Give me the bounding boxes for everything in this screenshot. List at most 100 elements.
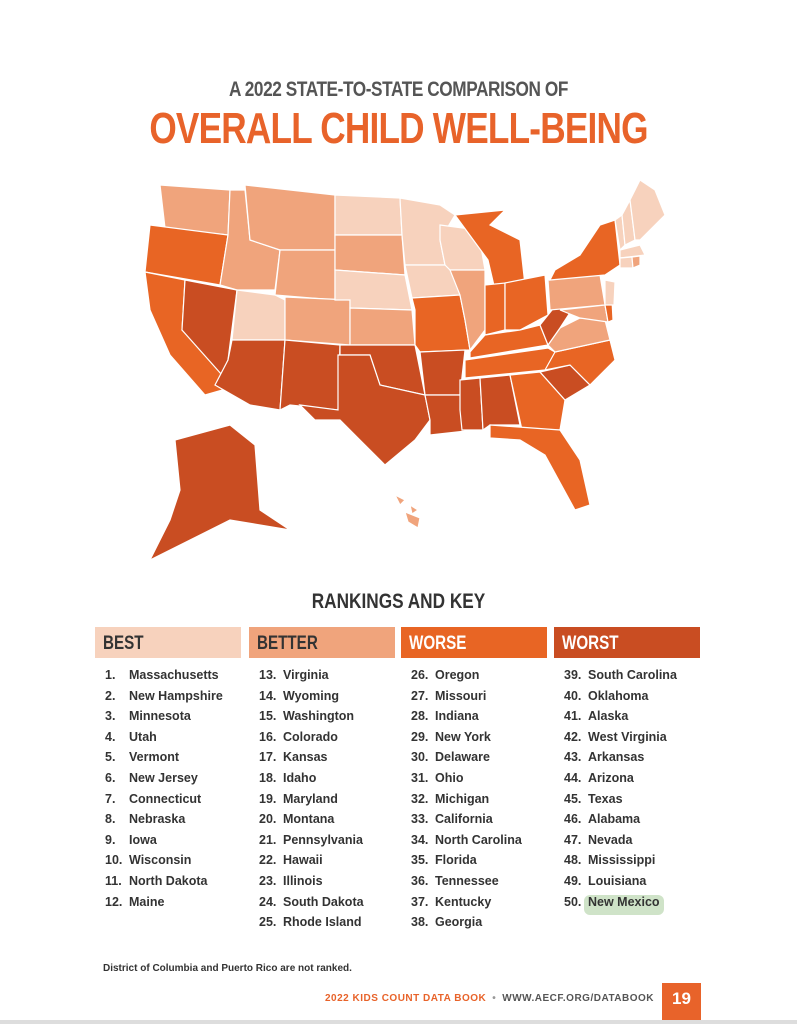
rank-item: 43. Arkansas [554, 750, 700, 771]
rank-state: Illinois [283, 873, 323, 888]
rank-number: 16. [259, 729, 277, 744]
state-maine [629, 179, 666, 241]
rank-state: Nebraska [129, 812, 186, 827]
rank-number: 50. [564, 894, 582, 909]
rank-state: Missouri [435, 688, 487, 703]
rank-item: 20. Montana [249, 812, 395, 833]
rank-state: Arizona [588, 770, 634, 785]
rank-state: Hawaii [283, 853, 323, 868]
rank-state: Kansas [283, 750, 328, 765]
rank-number: 5. [105, 750, 116, 765]
rank-item: 34. North Carolina [401, 833, 547, 854]
rank-number: 22. [259, 853, 277, 868]
footer: 2022 KIDS COUNT DATA BOOK • WWW.AECF.ORG/D… [325, 993, 655, 1004]
rank-state: North Dakota [129, 873, 208, 888]
state-indiana [484, 282, 506, 336]
rank-number: 40. [564, 688, 582, 703]
rank-item: 10. Wisconsin [95, 853, 241, 874]
rank-number: 23. [259, 873, 277, 888]
rank-number: 29. [411, 729, 429, 744]
rank-number: 36. [411, 873, 429, 888]
state-ohio [504, 274, 549, 331]
rank-item: 22. Hawaii [249, 853, 395, 874]
rankings-title: RANKINGS AND KEY [311, 590, 486, 613]
key-label: BEST [103, 633, 144, 654]
state-montana [244, 184, 336, 251]
page-title: OVERALL CHILD WELL-BEING [149, 104, 648, 153]
rank-number: 26. [411, 668, 429, 682]
rank-number: 48. [564, 853, 582, 868]
state-illinois [449, 269, 486, 352]
rank-state: Oregon [435, 668, 480, 682]
rank-number: 45. [564, 791, 582, 806]
state-north-dakota [334, 194, 403, 236]
rank-number: 33. [411, 812, 429, 827]
rank-item: 35. Florida [401, 853, 547, 874]
rank-number: 37. [411, 894, 429, 909]
rank-state: Delaware [435, 750, 490, 765]
state-hawaii [404, 510, 421, 529]
rank-state: Rhode Island [283, 915, 362, 930]
rank-item: 3. Minnesota [95, 709, 241, 730]
rank-state: Kentucky [435, 894, 492, 909]
state-pennsylvania [547, 274, 606, 311]
rank-number: 46. [564, 812, 582, 827]
rank-item: 12. Maine [95, 895, 241, 916]
rank-state: Oklahoma [588, 688, 649, 703]
rank-number: 4. [105, 729, 116, 744]
rank-item: 16. Colorado [249, 730, 395, 751]
rank-state: North Carolina [435, 832, 522, 847]
rank-item: 4. Utah [95, 730, 241, 751]
rank-state: Maryland [283, 791, 338, 806]
rank-number: 32. [411, 791, 429, 806]
rank-item: 33. California [401, 812, 547, 833]
rank-item: 49. Louisiana [554, 874, 700, 895]
us-map [144, 179, 666, 562]
rank-item: 40. Oklahoma [554, 689, 700, 710]
state-alabama [479, 374, 521, 432]
rank-item: 25. Rhode Island [249, 915, 395, 936]
rank-state: Alaska [588, 709, 629, 724]
rank-item: 5. Vermont [95, 750, 241, 771]
rank-state: South Carolina [588, 668, 677, 682]
key-label: BETTER [257, 633, 318, 654]
state-new-jersey [604, 279, 616, 306]
rank-item: 29. New York [401, 730, 547, 751]
rank-state: Arkansas [588, 750, 645, 765]
rank-state: Wisconsin [129, 853, 192, 868]
state-kansas [349, 307, 416, 346]
rank-item: 31. Ohio [401, 771, 547, 792]
rank-state: Louisiana [588, 873, 647, 888]
rank-number: 21. [259, 832, 277, 847]
state-wyoming [274, 249, 336, 301]
state-texas [298, 354, 431, 466]
rank-item: 1. Massachusetts [95, 668, 241, 689]
rank-number: 12. [105, 894, 123, 909]
rank-number: 14. [259, 688, 277, 703]
rank-number: 2. [105, 688, 116, 703]
rank-item: 8. Nebraska [95, 812, 241, 833]
rank-number: 38. [411, 915, 429, 930]
key-better: BETTER [249, 627, 395, 658]
rank-state: Connecticut [129, 791, 202, 806]
rank-number: 6. [105, 770, 116, 785]
state-mississippi [459, 377, 484, 431]
rank-state: Mississippi [588, 853, 656, 868]
footer-book: 2022 KIDS COUNT DATA BOOK [325, 993, 487, 1004]
rank-item: 19. Maryland [249, 792, 395, 813]
rank-state: Utah [129, 729, 157, 744]
rank-state: Maine [129, 894, 165, 909]
key-label: WORST [562, 633, 619, 654]
rank-number: 13. [259, 668, 277, 682]
rank-item: 6. New Jersey [95, 771, 241, 792]
rank-number: 35. [411, 853, 429, 868]
rank-state: New Mexico [584, 894, 664, 916]
rank-number: 28. [411, 709, 429, 724]
rank-state: Montana [283, 812, 335, 827]
rank-item: 30. Delaware [401, 750, 547, 771]
rank-state: Florida [435, 853, 477, 868]
rank-state: Nevada [588, 832, 633, 847]
rank-number: 34. [411, 832, 429, 847]
key-best: BEST [95, 627, 241, 658]
